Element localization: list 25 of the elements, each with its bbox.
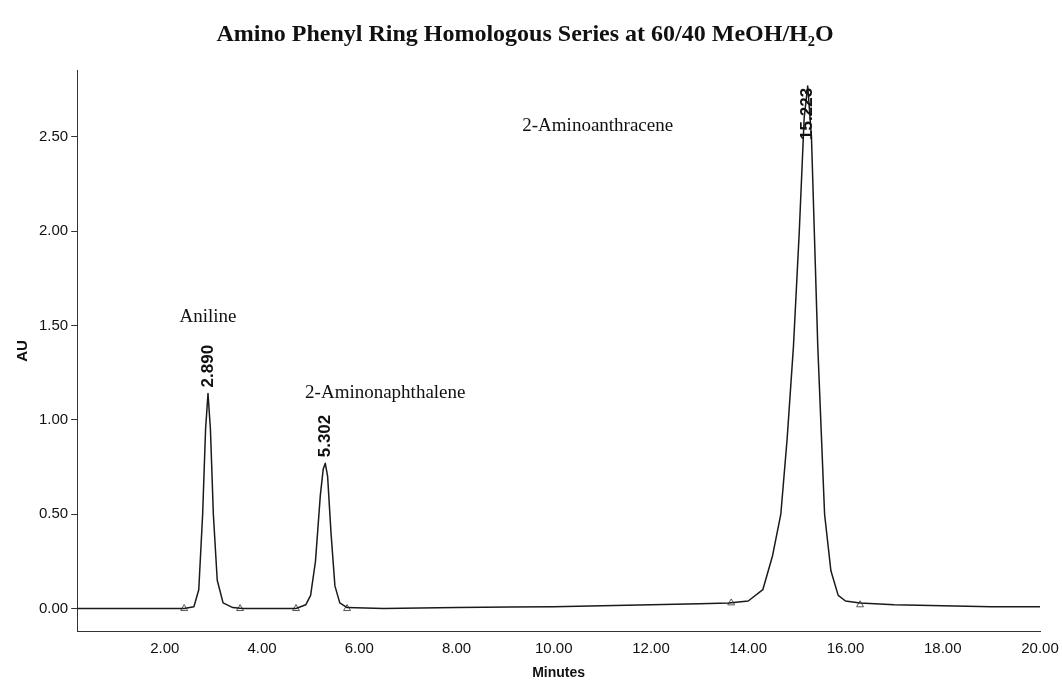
annotation: 2-Aminoanthracene: [522, 113, 674, 135]
y-axis-title: AU: [13, 340, 31, 362]
annotation: Aniline: [179, 304, 237, 326]
x-tick-label: 16.00: [826, 639, 865, 657]
annotation: 2-Aminonaphthalene: [305, 380, 466, 402]
y-tick-label: 0.00: [38, 598, 69, 616]
x-tick-label: 2.00: [150, 639, 180, 657]
x-tick-label: 8.00: [441, 639, 472, 657]
annotation: 2.890: [197, 344, 217, 388]
x-tick-label: 12.00: [632, 639, 670, 657]
annotation: 5.302: [314, 414, 334, 458]
x-tick-label: 14.00: [729, 639, 768, 657]
x-tick-label: 10.00: [534, 639, 573, 657]
x-axis-title: Minutes: [532, 664, 586, 681]
annotation: 15.223: [797, 87, 817, 140]
x-tick-label: 6.00: [344, 639, 374, 657]
y-tick-label: 2.00: [38, 221, 69, 239]
x-tick-label: 4.00: [247, 639, 277, 657]
x-tick-label: 18.00: [923, 639, 962, 657]
y-tick-label: 1.50: [38, 315, 69, 333]
y-tick-label: 2.50: [38, 126, 69, 144]
y-tick-label: 0.50: [38, 504, 69, 522]
y-tick-label: 1.00: [38, 410, 69, 428]
x-tick-label: 20.00: [1021, 639, 1059, 657]
chart-title: Amino Phenyl Ring Homologous Series at 60/40 MeOH/H₂O: [216, 19, 834, 46]
